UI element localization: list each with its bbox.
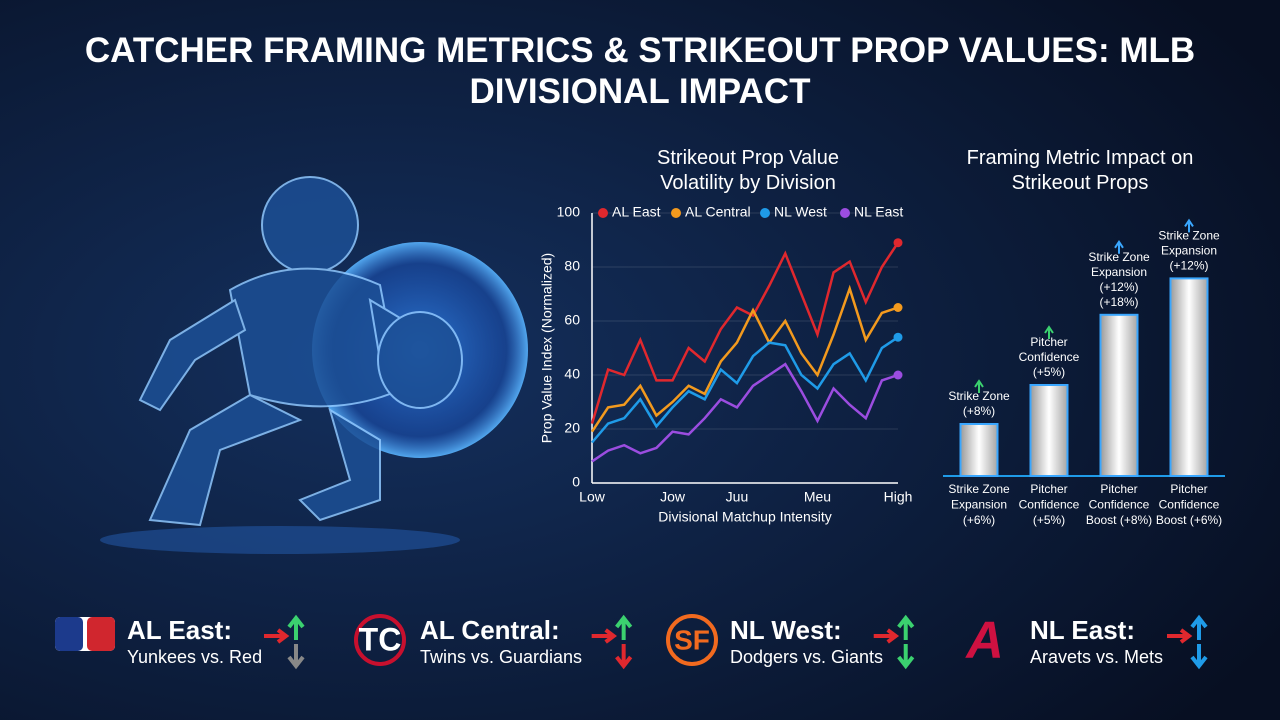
trend-arrow-down [615,644,633,670]
division-name: AL East: [127,615,232,645]
trend-arrow-down [1190,644,1208,670]
bar-annotation: (+5%) [1033,365,1065,379]
division-name: AL Central: [420,615,560,645]
x-tick-label: High [884,489,913,505]
division-row: TC SF A [55,612,1004,670]
division-name: NL East: [1030,615,1135,645]
trend-arrow-right [873,628,900,644]
x-axis-label: Divisional Matchup Intensity [658,509,832,525]
x-tick-label: Pitcher [1170,482,1207,496]
y-tick-label: 40 [564,366,580,382]
bar [1099,313,1139,477]
division-matchup: Twins vs. Guardians [420,647,582,667]
trend-arrow-up [1190,614,1208,640]
bar [1029,384,1069,477]
legend-label: AL Central [685,204,751,220]
end-point [893,370,903,380]
x-tick-label: Strike Zone [948,482,1010,496]
x-tick-label: Meu [804,489,831,505]
x-tick-label: Jow [660,489,686,505]
x-tick-label: Boost (+6%) [1156,513,1222,527]
bar-annotation: Strike Zone [948,389,1010,403]
x-tick-label: (+6%) [963,513,995,527]
y-tick-label: 0 [572,474,580,490]
y-tick-label: 60 [564,312,580,328]
line-chart-title: Strikeout Prop Value Volatility by Divis… [657,147,839,194]
end-point [893,332,903,342]
bar-annotation: Expansion [1161,244,1217,258]
trend-arrow-down [287,644,305,670]
y-axis-label: Prop Value Index (Normalized) [539,253,555,443]
annotation-arrow [974,379,984,393]
trend-arrow-up [287,614,305,640]
x-tick-label: (+5%) [1033,513,1065,527]
trend-arrow-up [615,614,633,640]
legend-marker [840,208,850,218]
al-central-logo: TC [354,614,406,666]
bar-annotation: (+8%) [963,404,995,418]
bar-annotation: (+12%) [1169,259,1208,273]
annotation-arrow [1044,325,1054,339]
bar [959,423,999,477]
y-tick-label: 100 [557,204,581,220]
x-tick-label: Confidence [1159,498,1220,512]
trend-arrow-up [897,614,915,640]
x-tick-label: Juu [726,489,749,505]
bar-annotation: (+18%) [1099,295,1138,309]
bar-annotation: (+12%) [1099,280,1138,294]
x-tick-label: Pitcher [1100,482,1137,496]
x-tick-label: Boost (+8%) [1086,513,1152,527]
division-name: NL West: [730,615,842,645]
trend-arrow-right [591,628,617,644]
division-matchup: Dodgers vs. Giants [730,647,883,667]
y-tick-label: 20 [564,420,580,436]
division-matchup: Yunkees vs. Red [127,647,262,667]
line-series [591,362,899,463]
end-point [893,303,903,312]
bar-annotation: Confidence [1019,350,1080,364]
trend-arrow-right [1167,628,1193,644]
line-series [590,242,900,424]
legend-label: NL West [774,204,827,220]
bar-chart-title: Framing Metric Impact on Strikeout Props [966,147,1194,194]
y-tick-label: 80 [564,258,580,274]
bar-annotation: Strike Zone [1088,250,1150,264]
division-matchup: Aravets vs. Mets [1030,647,1163,667]
x-tick-label: Pitcher [1030,482,1067,496]
svg-text:SF: SF [674,624,710,655]
bar-annotation: Pitcher [1030,335,1067,349]
bar-annotation: Strike Zone [1158,229,1220,243]
trend-arrow-right [264,628,290,644]
nl-east-logo: A [964,612,1004,670]
catcher-figure [138,176,463,527]
bar [1169,277,1209,477]
svg-text:A: A [964,612,1004,670]
nl-west-logo: SF [666,614,718,666]
page-title: CATCHER FRAMING METRICS & STRIKEOUT PROP… [84,31,1196,111]
annotation-arrow [1114,239,1124,254]
legend-marker [671,208,681,218]
annotation-arrow [1184,218,1194,233]
legend-marker [598,208,608,218]
legend-label: NL East [854,204,903,220]
x-tick-label: Low [579,489,606,505]
trend-arrow-down [897,644,915,670]
legend-marker [760,208,770,218]
x-tick-label: Confidence [1019,498,1080,512]
al-east-logo [55,617,115,651]
legend-label: AL East [612,204,661,220]
svg-text:TC: TC [359,621,402,657]
line-series [590,284,899,433]
floor-glow [100,526,460,554]
line-series [591,336,899,444]
x-tick-label: Confidence [1089,498,1150,512]
x-tick-label: Expansion [951,498,1007,512]
bar-annotation: Expansion [1091,265,1147,279]
end-point [893,238,903,248]
